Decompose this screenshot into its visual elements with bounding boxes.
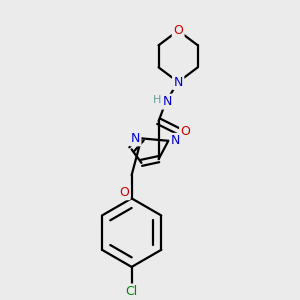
Text: N: N	[171, 134, 180, 147]
Text: O: O	[119, 186, 129, 199]
Text: Cl: Cl	[125, 285, 138, 298]
Text: N: N	[130, 132, 140, 145]
Text: O: O	[173, 24, 183, 37]
Text: O: O	[181, 124, 190, 137]
Text: H: H	[153, 95, 161, 105]
Text: N: N	[163, 95, 172, 108]
Text: N: N	[173, 76, 183, 88]
